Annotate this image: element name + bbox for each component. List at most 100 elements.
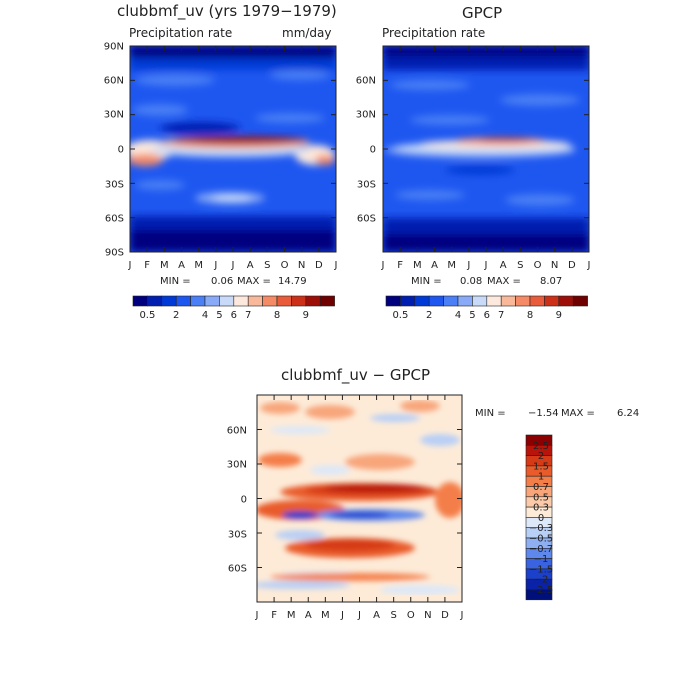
colorbar-label: −1.5 xyxy=(529,564,553,575)
colorbar-swatch xyxy=(132,295,148,307)
panel-model-title: clubbmf_uv (yrs 1979−1979) xyxy=(117,2,337,21)
colorbar-swatch xyxy=(400,295,416,307)
colorbar-label: 5 xyxy=(216,310,222,321)
colorbar-swatch xyxy=(319,295,335,307)
colorbar-swatch xyxy=(247,295,263,307)
colorbar-label: −0.3 xyxy=(529,523,553,534)
colorbar-swatch xyxy=(472,295,488,307)
xtick-label: A xyxy=(500,260,507,271)
xtick-label: J xyxy=(255,610,259,621)
xtick-label: O xyxy=(407,610,415,621)
ytick-label: 30S xyxy=(357,180,376,191)
colorbar-label: 0.5 xyxy=(533,492,549,503)
colorbar-label: −0.5 xyxy=(529,534,553,545)
panel-model-max-value: 14.79 xyxy=(278,276,307,287)
colorbar-swatch xyxy=(175,295,191,307)
colorbar-swatch xyxy=(414,295,430,307)
colorbar-swatch xyxy=(529,295,545,307)
colorbar-label: 0.5 xyxy=(392,310,408,321)
xtick-label: M xyxy=(160,260,169,271)
panel-obs-yticks: 60N 30N 0 30S 60S xyxy=(356,76,376,225)
xtick-label: A xyxy=(178,260,185,271)
colorbar-label: 0.5 xyxy=(139,310,155,321)
colorbar-swatch xyxy=(233,295,249,307)
colorbar-label: 8 xyxy=(527,310,533,321)
panel-obs-max-label: MAX = xyxy=(487,276,521,287)
colorbar-swatch xyxy=(558,295,574,307)
xtick-label: N xyxy=(551,260,558,271)
colorbar-swatch xyxy=(428,295,444,307)
xtick-label: D xyxy=(568,260,576,271)
xtick-label: M xyxy=(194,260,203,271)
panel-diff-max-value: 6.24 xyxy=(617,408,639,419)
panel-obs-max-value: 8.07 xyxy=(540,276,562,287)
colorbar-swatch xyxy=(276,295,292,307)
ytick-label: 90N xyxy=(104,42,124,53)
colorbar-label: 5 xyxy=(469,310,475,321)
ytick-label: 30N xyxy=(356,110,376,121)
panel-model-max-label: MAX = xyxy=(237,276,271,287)
colorbar-swatch xyxy=(204,295,220,307)
panel-diff-yticks: 60N 30N 0 30S 60S xyxy=(227,426,247,575)
colorbar-label: 1 xyxy=(538,472,544,483)
ytick-label: 60N xyxy=(104,76,124,87)
panel-obs-min-value: 0.08 xyxy=(460,276,482,287)
ytick-label: 90S xyxy=(105,248,124,259)
xtick-label: J xyxy=(213,260,217,271)
xtick-label: J xyxy=(340,610,344,621)
colorbar-swatch xyxy=(515,295,531,307)
panel-model-yticks: 90N 60N 30N 0 30S 60S 90S xyxy=(104,42,124,259)
colorbar-swatch xyxy=(291,295,307,307)
xtick-label: A xyxy=(373,610,380,621)
colorbar-label: 4 xyxy=(455,310,461,321)
xtick-label: J xyxy=(357,610,361,621)
panel-diff-max-label: MAX = xyxy=(561,408,595,419)
panel-diff-min-value: −1.54 xyxy=(528,408,559,419)
colorbar-label: 9 xyxy=(556,310,562,321)
xtick-label: M xyxy=(447,260,456,271)
colorbar-label: −1 xyxy=(534,554,549,565)
xtick-label: J xyxy=(484,260,488,271)
colorbar-label: −0.7 xyxy=(529,544,553,555)
panel-diff: clubbmf_uv − GPCP xyxy=(227,366,639,621)
colorbar-swatch xyxy=(544,295,560,307)
ytick-label: 0 xyxy=(370,145,376,156)
panel-obs-subtitle: Precipitation rate xyxy=(382,26,485,40)
xtick-label: F xyxy=(397,260,403,271)
colorbar-swatch xyxy=(161,295,177,307)
colorbar-swatch xyxy=(305,295,321,307)
xtick-label: S xyxy=(264,260,270,271)
xtick-label: J xyxy=(334,260,338,271)
xtick-label: J xyxy=(128,260,132,271)
panel-model-subtitle: Precipitation rate xyxy=(129,26,232,40)
colorbar-label: 1.5 xyxy=(533,461,549,472)
panel-obs-min-label: MIN = xyxy=(411,276,442,287)
xtick-label: S xyxy=(390,610,396,621)
colorbar-label: 2 xyxy=(538,451,544,462)
xtick-label: M xyxy=(413,260,422,271)
ytick-label: 30S xyxy=(105,180,124,191)
ytick-label: 60N xyxy=(227,426,247,437)
xtick-label: J xyxy=(231,260,235,271)
xtick-label: F xyxy=(271,610,277,621)
xtick-label: O xyxy=(281,260,289,271)
ytick-label: 30S xyxy=(228,530,247,541)
panel-obs-colorbar: 0.5 2 4 5 6 7 8 9 xyxy=(385,295,588,321)
colorbar-swatch xyxy=(219,295,235,307)
colorbar-swatch xyxy=(443,295,459,307)
panel-obs-field xyxy=(383,46,589,252)
xtick-label: J xyxy=(466,260,470,271)
xtick-label: J xyxy=(460,610,464,621)
panel-diff-min-label: MIN = xyxy=(475,408,506,419)
xtick-label: A xyxy=(305,610,312,621)
xtick-label: S xyxy=(517,260,523,271)
ytick-label: 60N xyxy=(356,76,376,87)
xtick-label: O xyxy=(534,260,542,271)
panel-model-field xyxy=(130,46,336,252)
ytick-label: 30N xyxy=(104,110,124,121)
xtick-label: D xyxy=(441,610,449,621)
colorbar-label: 2.5 xyxy=(533,441,549,452)
panel-model-min-label: MIN = xyxy=(160,276,191,287)
